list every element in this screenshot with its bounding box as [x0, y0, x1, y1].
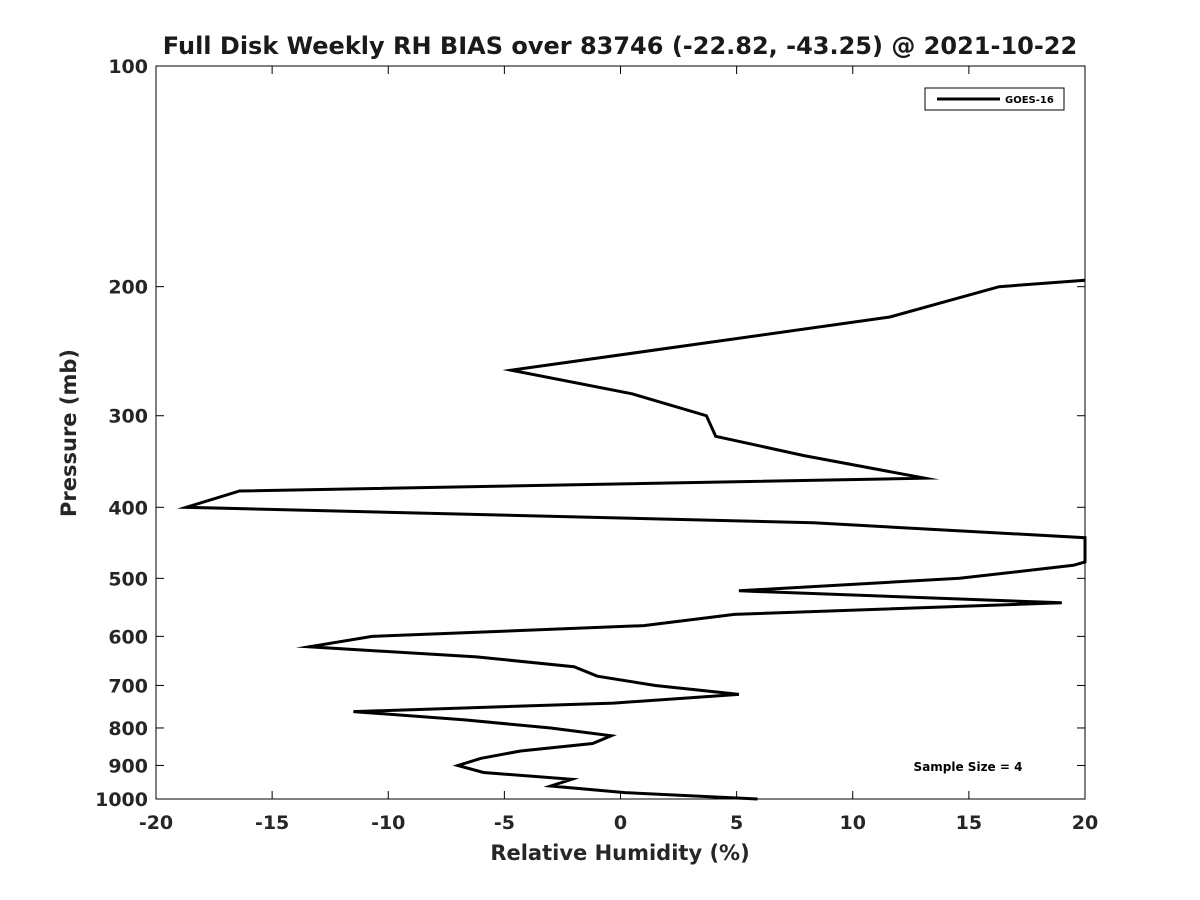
x-tick-label: 20	[1072, 812, 1098, 834]
y-tick-label: 900	[108, 755, 148, 777]
x-tick-label: 10	[840, 812, 866, 834]
x-axis: -20 -15 -10 -5 0 5 10 15 20	[139, 66, 1098, 834]
series-line-goes-16	[176, 278, 1087, 801]
x-tick-label: -5	[494, 812, 515, 834]
legend: GOES-16	[924, 87, 1065, 111]
y-tick-label: 500	[108, 568, 148, 590]
y-axis-label: Pressure (mb)	[57, 349, 81, 517]
y-tick-label: 200	[108, 277, 148, 299]
y-tick-label: 1000	[95, 789, 148, 811]
legend-entry-goes-16: GOES-16	[1005, 95, 1054, 106]
plot-frame	[155, 65, 1086, 800]
plot-area: -20 -15 -10 -5 0 5 10 15 20 100 200 300 400 500 600 70…	[95, 56, 1098, 834]
x-axis-label: Relative Humidity (%)	[490, 841, 749, 865]
y-tick-label: 800	[108, 718, 148, 740]
x-tick-label: 0	[614, 812, 627, 834]
x-tick-label: 15	[956, 812, 982, 834]
x-tick-label: -15	[255, 812, 289, 834]
chart-title: Full Disk Weekly RH BIAS over 83746 (-22…	[163, 32, 1077, 60]
sample-size-annotation: Sample Size = 4	[914, 760, 1023, 774]
x-tick-label: -20	[139, 812, 173, 834]
y-tick-label: 400	[108, 497, 148, 519]
y-tick-label: 700	[108, 675, 148, 697]
x-tick-label: 5	[730, 812, 743, 834]
x-tick-label: -10	[371, 812, 405, 834]
y-tick-label: 100	[108, 56, 148, 78]
y-tick-label: 300	[108, 406, 148, 428]
series-layer	[176, 278, 1087, 801]
y-tick-label: 600	[108, 626, 148, 648]
y-axis: 100 200 300 400 500 600 700 800 900 1000	[95, 56, 1085, 811]
